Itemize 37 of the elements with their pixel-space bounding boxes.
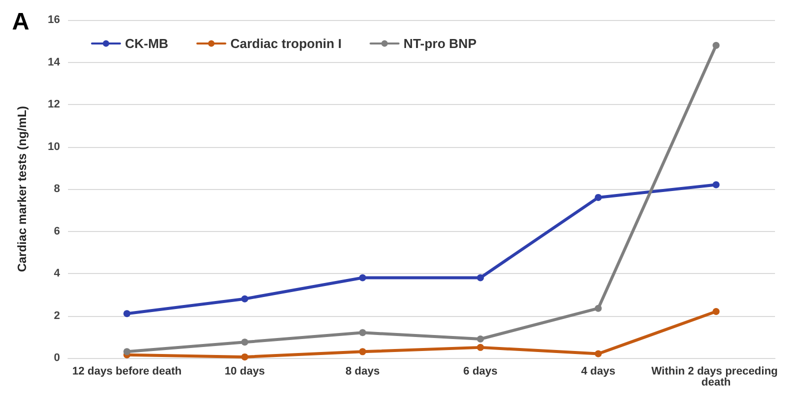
x-tick-label: 12 days before death — [72, 366, 182, 378]
point — [359, 348, 366, 356]
x-tick-label: Within 2 days preceding death — [651, 366, 781, 388]
point — [359, 274, 366, 282]
y-axis-title: Cardiac marker tests (ng/mL) — [15, 106, 29, 272]
legend-label: CK-MB — [125, 36, 168, 51]
y-tick-label: 2 — [54, 310, 60, 322]
y-tick-label: 16 — [48, 14, 60, 26]
legend-label: NT-pro BNP — [404, 36, 477, 51]
point — [594, 304, 602, 312]
point — [712, 42, 720, 49]
x-tick-label: 10 days — [224, 366, 265, 378]
point — [712, 308, 720, 316]
y-tick-label: 14 — [48, 56, 61, 68]
x-tick-label: 4 days — [581, 366, 616, 378]
point — [123, 348, 130, 356]
y-tick-label: 6 — [54, 225, 60, 238]
legend-label: Cardiac troponin I — [230, 36, 342, 51]
y-tick-label: 12 — [48, 98, 60, 110]
point — [241, 353, 248, 360]
y-tick-label: 0 — [54, 352, 60, 364]
point — [712, 181, 720, 188]
point — [476, 344, 484, 351]
y-tick-label: 8 — [54, 183, 60, 195]
point — [476, 274, 484, 282]
x-tick-label: 8 days — [345, 366, 380, 378]
y-tick-label: 4 — [54, 268, 61, 280]
point — [594, 350, 602, 358]
point — [476, 335, 484, 342]
y-tick-label: 10 — [48, 140, 60, 153]
point — [594, 194, 602, 201]
point — [241, 338, 248, 346]
point — [241, 295, 248, 302]
text: A — [12, 8, 30, 36]
point — [123, 310, 130, 318]
x-tick-label: 6 days — [463, 366, 498, 378]
point — [359, 329, 366, 336]
